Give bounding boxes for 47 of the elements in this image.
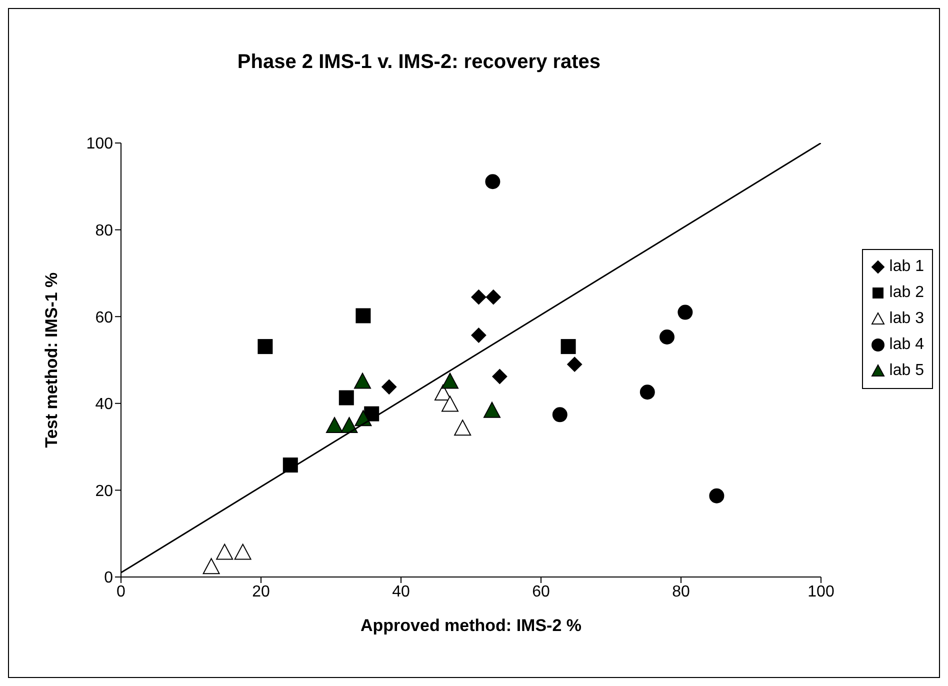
point (484, 402, 500, 418)
x-tick-label: 80 (672, 583, 690, 600)
point (340, 417, 358, 434)
point (326, 417, 343, 434)
chart-title: Phase 2 IMS-1 v. IMS-2: recovery rates (236, 51, 602, 74)
point (560, 339, 576, 354)
legend-label: lab 1 (889, 257, 924, 277)
point (338, 390, 354, 406)
y-axis-title: Test method: IMS-1 % (42, 272, 62, 448)
point (216, 544, 234, 560)
x-tick-label: 20 (252, 583, 270, 600)
y-tick-label: 40 (95, 396, 114, 414)
point (492, 368, 508, 384)
point (234, 544, 252, 560)
point (471, 290, 486, 305)
legend-label: lab 4 (889, 335, 924, 355)
point (567, 356, 582, 372)
legend-label: lab 3 (889, 309, 924, 329)
point (640, 384, 655, 400)
x-tick-label: 40 (392, 583, 410, 600)
y-tick-label: 80 (95, 222, 114, 240)
point (442, 396, 458, 412)
y-tick-label: 100 (86, 136, 114, 153)
point (382, 379, 397, 394)
x-tick-label: 0 (116, 583, 126, 600)
point (202, 558, 220, 574)
point (258, 339, 273, 354)
x-axis-title: Approved method: IMS-2 % (360, 616, 582, 635)
y-tick-label: 60 (95, 309, 114, 326)
point (552, 407, 568, 422)
point (486, 290, 501, 305)
point (454, 420, 472, 436)
point (678, 304, 693, 320)
legend-label: lab 2 (889, 283, 924, 303)
point (471, 328, 486, 343)
point (442, 372, 458, 389)
point (485, 174, 500, 190)
point (356, 308, 371, 324)
y-tick-label: 0 (104, 570, 114, 587)
legend-label: lab 5 (889, 361, 924, 381)
point (660, 330, 674, 344)
y-tick-label: 20 (95, 482, 114, 500)
point (282, 458, 298, 473)
x-tick-label: 60 (532, 583, 550, 600)
point (354, 372, 371, 389)
x-tick-label: 100 (808, 583, 834, 600)
point (709, 488, 724, 504)
